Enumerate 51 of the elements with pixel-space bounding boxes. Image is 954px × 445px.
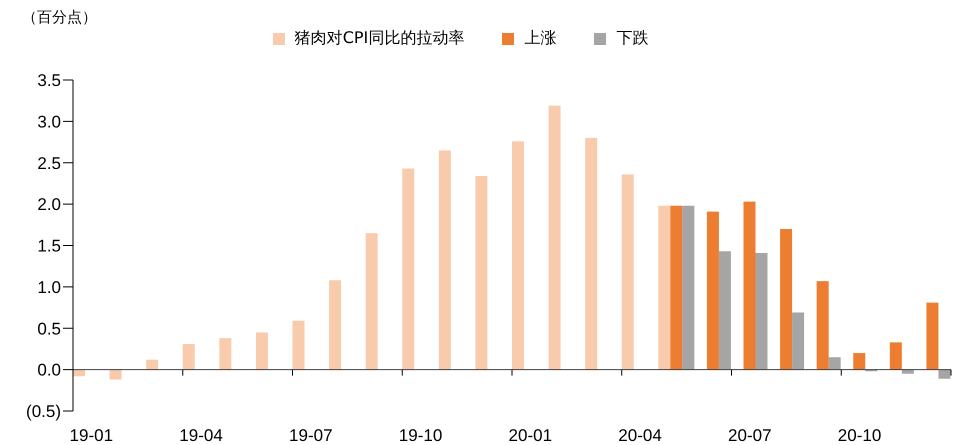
bar [256,332,268,370]
bar [828,357,841,370]
bar [682,206,694,370]
bar [512,141,524,370]
bar [366,233,378,370]
bar [816,281,829,370]
y-tick-label: 2.0 [37,195,61,214]
bar [110,370,122,380]
bar [670,206,682,370]
x-tick-label: 20-10 [838,426,882,445]
bar [853,353,866,370]
bar [438,150,451,370]
x-tick-label: 20-07 [728,426,772,445]
bar [658,206,670,370]
bar [146,360,158,370]
bar [938,370,950,379]
bar [744,202,756,370]
y-tick-label: (0.5) [26,402,61,422]
x-tick-label: 19-07 [289,426,333,445]
bar [890,342,902,370]
y-tick-label: 0.5 [37,319,61,338]
y-tick-label: 1.0 [37,278,61,297]
y-tick-label: 2.5 [37,154,61,173]
x-tick-label: 19-04 [179,426,223,445]
x-tick-label: 20-04 [618,426,662,445]
bar [402,168,414,370]
x-tick-label: 19-01 [70,426,114,445]
bar [706,212,719,370]
x-tick-label: 20-01 [508,426,552,445]
y-axis-title: （百分点） [22,8,97,27]
y-tick-label: 3.5 [37,71,61,90]
bar [585,138,598,370]
legend-label: 下跌 [616,28,648,47]
bar [756,252,768,370]
bar [792,312,804,370]
bar [548,106,561,370]
bar [926,302,938,370]
y-tick-label: 1.5 [37,236,61,256]
bar [219,338,232,370]
y-tick-label: 3.0 [37,112,61,132]
y-tick-label: 0.0 [37,360,61,380]
bar [718,251,731,370]
bar [622,174,634,370]
bar [292,320,304,370]
bar [329,280,342,370]
bar [182,344,195,370]
legend-label: 猪肉对CPI同比的拉动率 [294,28,464,47]
bar [780,228,792,370]
legend-label: 上涨 [524,28,556,47]
bar [475,176,488,370]
x-tick-label: 19-10 [398,426,442,445]
